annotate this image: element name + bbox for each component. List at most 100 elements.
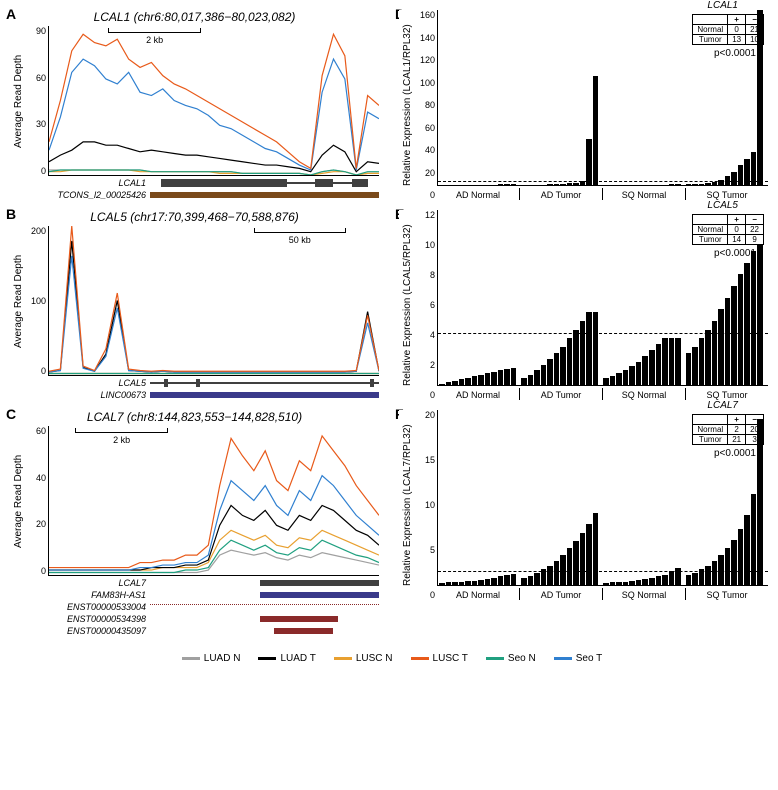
bar	[675, 184, 681, 185]
bar	[573, 541, 579, 585]
bar	[757, 419, 763, 585]
bar	[603, 378, 609, 385]
bar	[642, 356, 648, 385]
bar	[554, 561, 560, 586]
bar	[465, 581, 471, 585]
bar	[757, 10, 763, 185]
bar	[547, 566, 553, 585]
y-axis-label: Relative Expression (LCAL7/RPL32)	[399, 410, 413, 600]
panel-D: DRelative Expression (LCAL1/RPL32)160140…	[399, 10, 768, 200]
bar	[712, 561, 718, 586]
bar	[731, 172, 737, 185]
bar	[686, 184, 692, 185]
bar	[610, 376, 616, 385]
coverage-plot: 2 kb	[48, 426, 379, 576]
bar	[534, 370, 540, 385]
panel-A: ALCAL1 (chr6:80,017,386−80,023,082)Avera…	[10, 10, 379, 200]
bar	[485, 579, 491, 585]
bar	[731, 540, 737, 586]
bar	[567, 548, 573, 585]
bar	[459, 582, 465, 586]
bar	[669, 338, 675, 385]
bar	[686, 353, 692, 385]
bar	[498, 576, 504, 585]
bar	[586, 312, 592, 385]
gene-track: LCAL7	[46, 578, 379, 588]
bar	[656, 344, 662, 385]
bar	[669, 571, 675, 585]
bar	[712, 321, 718, 385]
bar	[636, 580, 642, 585]
bar	[485, 373, 491, 385]
panel-title: LCAL5 (chr17:70,399,468−70,588,876)	[10, 210, 379, 224]
panel-C: CLCAL7 (chr8:144,823,553−144,828,510)Ave…	[10, 410, 379, 636]
y-axis-label: Relative Expression (LCAL5/RPL32)	[399, 210, 413, 400]
y-axis-label: Average Read Depth	[10, 426, 24, 576]
gene-track: LCAL5	[46, 378, 379, 388]
bar	[446, 582, 452, 585]
panel-E: ERelative Expression (LCAL5/RPL32)121086…	[399, 210, 768, 400]
bar	[705, 330, 711, 385]
bar	[629, 366, 635, 385]
bar	[439, 384, 445, 385]
panel-title: LCAL1 (chr6:80,017,386−80,023,082)	[10, 10, 379, 24]
bar	[560, 184, 566, 185]
bar	[528, 375, 534, 385]
bar	[675, 338, 681, 385]
panel-F: FRelative Expression (LCAL7/RPL32)201510…	[399, 410, 768, 636]
y-axis-label: Relative Expression (LCAL1/RPL32)	[399, 10, 413, 200]
gene-track: ENST00000533004	[46, 602, 379, 612]
bar	[744, 263, 750, 386]
bar	[478, 375, 484, 385]
bar	[586, 524, 592, 585]
bar	[504, 184, 510, 185]
bar	[547, 184, 553, 185]
bar	[757, 245, 763, 385]
bar	[439, 583, 445, 585]
bar	[705, 183, 711, 185]
bar	[573, 330, 579, 385]
bar-plot	[437, 410, 768, 586]
bar	[656, 576, 662, 585]
bar	[534, 573, 540, 585]
bar	[465, 378, 471, 385]
bar	[491, 372, 497, 385]
bar	[623, 582, 629, 586]
bar	[472, 581, 478, 585]
bar	[699, 338, 705, 385]
bar	[669, 184, 675, 185]
bar	[586, 139, 592, 185]
bar	[699, 184, 705, 185]
bar	[623, 370, 629, 385]
bar	[498, 184, 504, 185]
bar	[511, 184, 517, 185]
bar-plot	[437, 10, 768, 186]
bar	[686, 575, 692, 586]
bar	[705, 566, 711, 585]
bar	[541, 365, 547, 385]
bar	[452, 381, 458, 385]
y-axis-label: Average Read Depth	[10, 26, 24, 176]
bar	[738, 274, 744, 385]
bar	[610, 582, 616, 585]
gene-track: TCONS_l2_00025426	[46, 190, 379, 200]
bar-plot	[437, 210, 768, 386]
bar	[491, 578, 497, 585]
bar	[580, 533, 586, 586]
bar	[629, 581, 635, 585]
coverage-plot: 2 kb	[48, 26, 379, 176]
bar	[649, 578, 655, 585]
bar	[642, 579, 648, 585]
bar	[692, 573, 698, 585]
bar	[554, 353, 560, 385]
bar	[511, 574, 517, 585]
bar	[636, 362, 642, 385]
bar	[504, 369, 510, 385]
bar	[593, 513, 599, 585]
bar	[593, 312, 599, 385]
bar	[649, 350, 655, 385]
bar	[616, 582, 622, 585]
bar	[446, 382, 452, 385]
bar	[662, 338, 668, 385]
bar	[738, 529, 744, 585]
